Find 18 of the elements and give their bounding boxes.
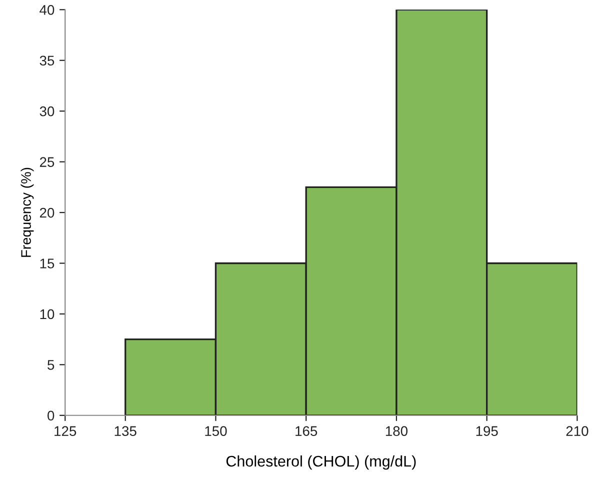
y-tick-label: 35 <box>40 56 54 66</box>
y-axis-title: Frequency (%) <box>20 168 34 257</box>
y-tick-label: 25 <box>40 157 54 167</box>
x-tick-label: 150 <box>205 426 227 436</box>
x-tick-label: 210 <box>566 426 588 436</box>
x-tick-label: 180 <box>386 426 408 436</box>
x-tick-label: 195 <box>476 426 498 436</box>
y-tick-label: 10 <box>40 309 54 320</box>
x-axis-title: Cholesterol (CHOL) (mg/dL) <box>226 455 416 470</box>
y-tick-label: 40 <box>40 4 54 15</box>
x-tick-label: 125 <box>54 426 76 436</box>
x-tick-label: 165 <box>296 426 318 436</box>
y-tick-label: 0 <box>48 410 54 421</box>
x-tick-label: 135 <box>114 426 136 436</box>
y-tick-label: 15 <box>40 258 54 268</box>
y-tick-label: 20 <box>40 208 54 218</box>
y-tick-label: 30 <box>40 106 54 116</box>
y-tick-label: 5 <box>48 360 54 370</box>
